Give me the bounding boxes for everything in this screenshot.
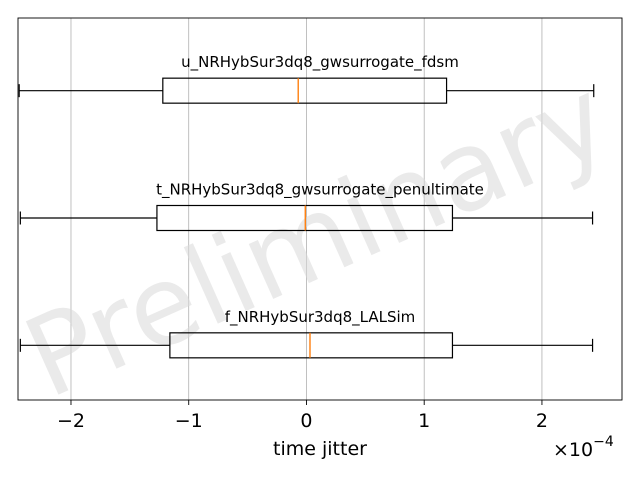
watermark: Preliminary (7, 53, 627, 423)
iqr-box-0 (162, 77, 448, 104)
x-tick-label-0: −2 (57, 410, 85, 432)
plot-frame (17, 17, 623, 401)
box-series-group: u_NRHybSur3dq8_gwsurrogate_fdsm t_NRHybSu… (18, 53, 595, 359)
x-tick-label-3: 1 (418, 410, 430, 432)
x-axis-label: time jitter (273, 438, 367, 460)
x-axis-multiplier-base: ×10 (553, 439, 593, 461)
x-axis-ticks: −2 −1 0 1 2 (57, 400, 548, 432)
x-axis-multiplier-exponent: −4 (593, 434, 614, 450)
series-label-2: f_NRHybSur3dq8_LALSim (225, 308, 416, 327)
iqr-box-2 (169, 332, 454, 359)
x-tick-label-2: 0 (300, 410, 312, 432)
x-tick-label-1: −1 (175, 410, 203, 432)
box-1: t_NRHybSur3dq8_gwsurrogate_penultimate (19, 181, 594, 232)
x-tick-label-4: 2 (536, 410, 548, 432)
series-label-0: u_NRHybSur3dq8_gwsurrogate_fdsm (181, 53, 459, 72)
box-0: u_NRHybSur3dq8_gwsurrogate_fdsm (18, 53, 595, 104)
x-axis-multiplier: ×10−4 (553, 434, 614, 461)
series-label-1: t_NRHybSur3dq8_gwsurrogate_penultimate (156, 181, 484, 200)
x-gridlines (70, 18, 543, 400)
box-2: f_NRHybSur3dq8_LALSim (19, 308, 594, 359)
